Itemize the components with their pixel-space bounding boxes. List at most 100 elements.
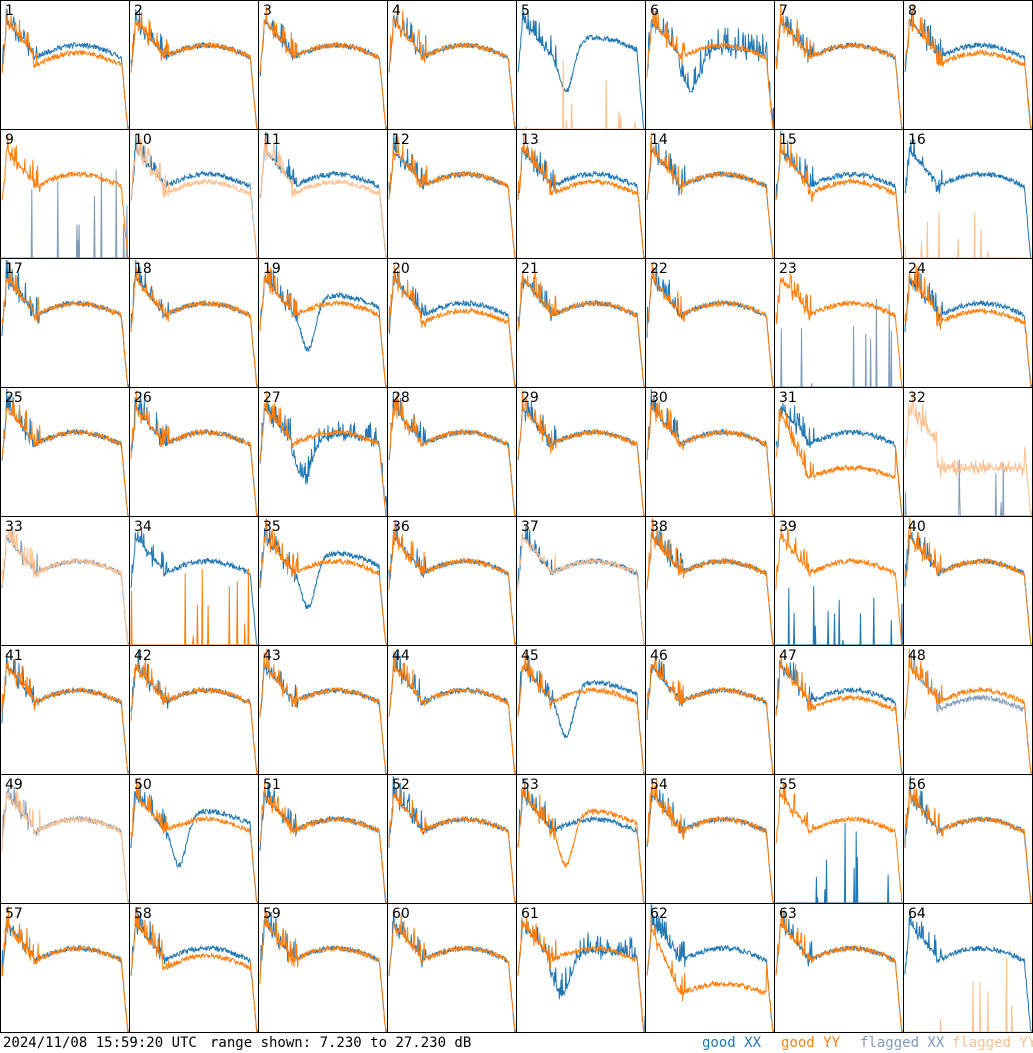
panel-label: 41: [5, 648, 23, 664]
xx-series-line: [388, 775, 516, 903]
antenna-panel-17: 17: [0, 258, 130, 388]
yy-series-line: [904, 783, 1032, 903]
panel-label: 58: [134, 906, 152, 922]
panel-plot: [388, 775, 516, 903]
xx-series-line: [646, 659, 774, 774]
panel-label: 18: [134, 261, 152, 277]
xx-series-line: [517, 275, 645, 387]
panel-plot: [259, 518, 387, 645]
xx-series-line: [1, 259, 129, 387]
xx-series-line: [517, 654, 645, 774]
panel-plot: [130, 390, 258, 516]
panel-label: 22: [650, 261, 668, 277]
panel-plot: [904, 5, 1032, 129]
xx-series-line: [775, 16, 903, 129]
panel-plot: [517, 652, 645, 774]
panel-plot: [130, 259, 258, 387]
yy-series-line: [1, 9, 129, 129]
panel-plot: [130, 649, 258, 774]
yy-series-line: [1, 526, 129, 645]
xx-series-line: [904, 139, 1032, 258]
panel-plot: [646, 904, 774, 1032]
yy-series-line: [517, 783, 645, 903]
panel-plot: [1, 526, 129, 645]
yy-series-line: [259, 520, 387, 645]
yy-series-line: [259, 267, 387, 387]
antenna-panel-54: 54: [645, 774, 775, 904]
yy-series-line: [259, 133, 387, 258]
panel-label: 28: [392, 390, 410, 406]
antenna-panel-16: 16: [903, 129, 1033, 259]
panel-label: 6: [650, 3, 659, 19]
yy-series-line: [904, 211, 1032, 258]
antenna-panel-9: 9: [0, 129, 130, 259]
antenna-panel-18: 18: [129, 258, 259, 388]
xx-series-line: [646, 388, 774, 516]
yy-series-line: [1, 262, 129, 387]
antenna-panel-45: 45: [516, 645, 646, 775]
xx-series-line: [776, 822, 903, 903]
yy-series-line: [259, 780, 387, 903]
panel-plot: [646, 9, 774, 129]
xx-series-line: [1, 652, 129, 774]
antenna-panel-57: 57: [0, 903, 130, 1033]
yy-series-line: [517, 134, 645, 258]
panel-label: 62: [650, 906, 668, 922]
panel-label: 51: [263, 777, 281, 793]
panel-plot: [388, 391, 516, 516]
panel-label: 35: [263, 519, 281, 535]
antenna-panel-40: 40: [903, 516, 1033, 646]
yy-series-line: [775, 783, 903, 903]
yy-series-line: [1, 401, 129, 516]
xx-series-line: [517, 920, 645, 1032]
panel-plot: [904, 265, 1032, 387]
panel-plot: [904, 775, 1032, 903]
yy-series-line: [775, 273, 903, 387]
antenna-panel-25: 25: [0, 387, 130, 517]
antenna-panel-48: 48: [903, 645, 1033, 775]
xx-series-line: [775, 131, 903, 258]
panel-plot: [646, 517, 774, 645]
antenna-panel-61: 61: [516, 903, 646, 1033]
panel-label: 53: [521, 777, 539, 793]
panel-plot: [1, 786, 129, 903]
antenna-panel-53: 53: [516, 774, 646, 904]
panel-label: 30: [650, 390, 668, 406]
panel-plot: [775, 910, 903, 1032]
panel-label: 37: [521, 519, 539, 535]
antenna-panel-1: 1: [0, 0, 130, 130]
antenna-panel-11: 11: [258, 129, 388, 259]
panel-plot: [904, 392, 1032, 516]
xx-series-line: [517, 146, 645, 258]
panel-label: 61: [521, 906, 539, 922]
yy-series-line: [130, 133, 258, 258]
panel-label: 46: [650, 648, 668, 664]
panel-plot: [904, 139, 1032, 258]
antenna-panel-8: 8: [903, 0, 1033, 130]
panel-label: 2: [134, 3, 143, 19]
antenna-panel-12: 12: [387, 129, 517, 259]
panel-label: 29: [521, 390, 539, 406]
yy-series-line: [646, 913, 774, 1032]
yy-series-line: [259, 391, 387, 516]
yy-series-line: [904, 517, 1032, 645]
panel-plot: [259, 6, 387, 129]
panel-plot: [775, 783, 903, 903]
panel-label: 55: [779, 777, 797, 793]
yy-series-line: [388, 651, 516, 774]
antenna-panel-42: 42: [129, 645, 259, 775]
antenna-panel-24: 24: [903, 258, 1033, 388]
yy-series-line: [1, 658, 129, 774]
yy-series-line: [646, 9, 774, 129]
yy-series-line: [259, 648, 387, 774]
panel-label: 45: [521, 648, 539, 664]
yy-series-line: [130, 778, 258, 903]
xx-series-line: [517, 401, 645, 516]
panel-label: 17: [5, 261, 23, 277]
antenna-panel-44: 44: [387, 645, 517, 775]
panel-plot: [904, 648, 1032, 774]
xx-series-line: [130, 259, 258, 387]
yy-series-line: [775, 653, 903, 774]
panel-plot: [259, 131, 387, 258]
panel-label: 52: [392, 777, 410, 793]
